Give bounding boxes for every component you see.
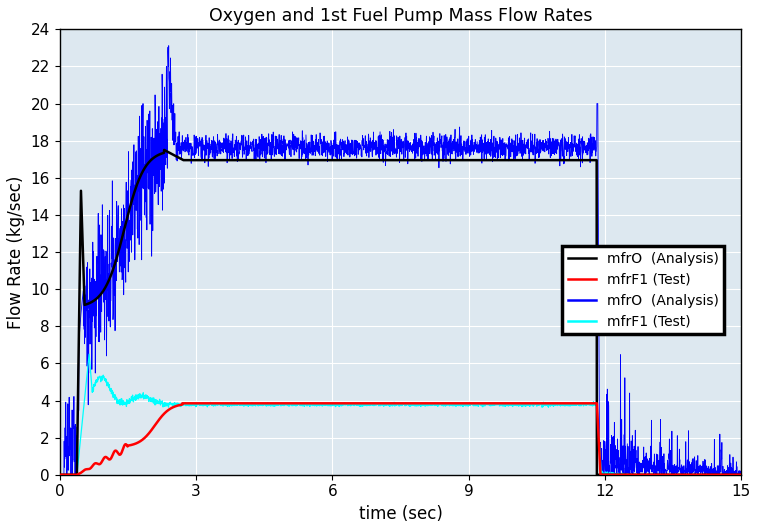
X-axis label: time (sec): time (sec) — [359, 505, 443, 523]
Legend: mfrO  (Analysis), mfrF1 (Test), mfrO  (Analysis), mfrF1 (Test): mfrO (Analysis), mfrF1 (Test), mfrO (Ana… — [562, 246, 724, 334]
Title: Oxygen and 1st Fuel Pump Mass Flow Rates: Oxygen and 1st Fuel Pump Mass Flow Rates — [208, 7, 592, 25]
Y-axis label: Flow Rate (kg/sec): Flow Rate (kg/sec) — [7, 175, 25, 329]
